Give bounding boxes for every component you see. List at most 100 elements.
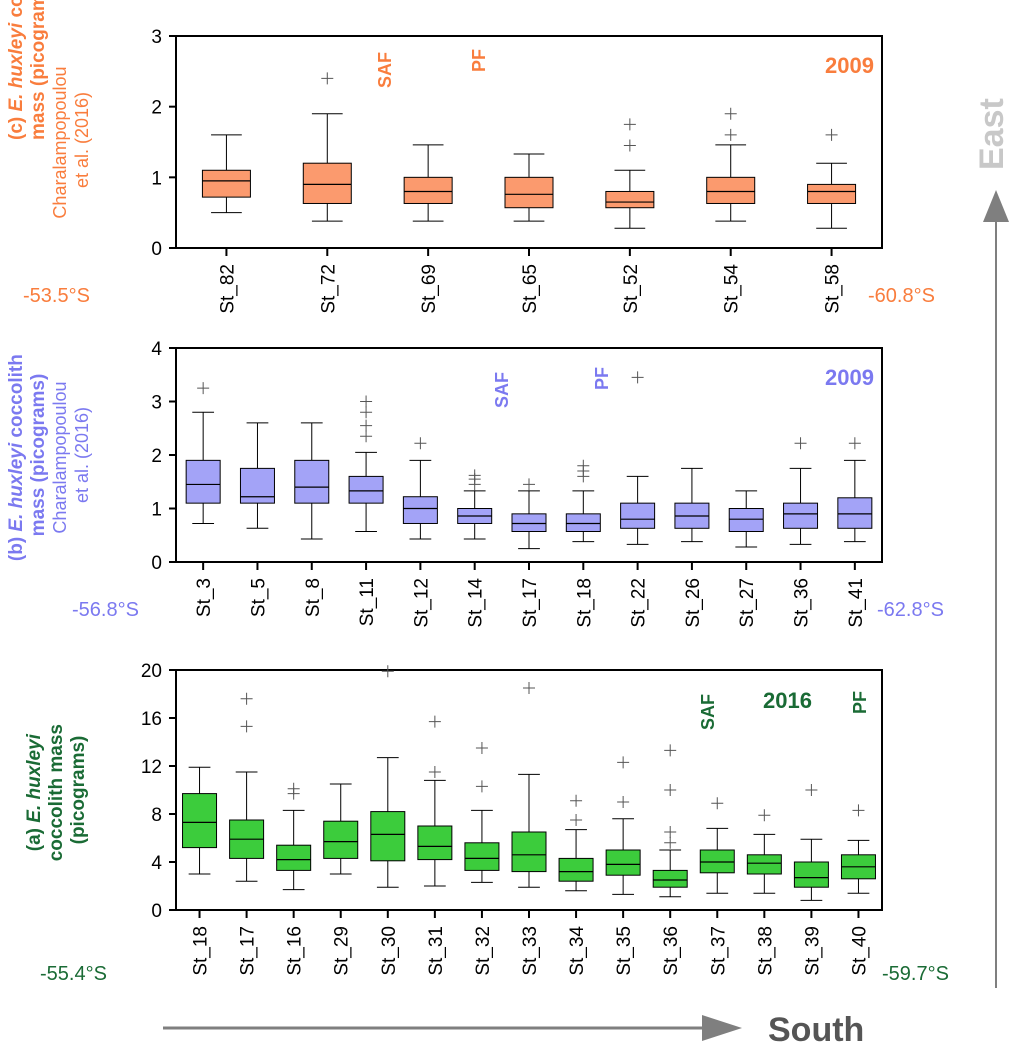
outlier-point: [623, 139, 636, 152]
station-label: St_29: [332, 926, 353, 976]
station-label: St_36: [792, 578, 813, 628]
outlier-point: [631, 371, 644, 384]
box: [793, 861, 829, 888]
panel-c-ytick-label: 3: [151, 27, 162, 48]
outlier-point: [724, 107, 737, 120]
outlier-point: [360, 406, 373, 419]
panel-a-front-pf: PF: [850, 691, 870, 714]
station-label: St_18: [574, 578, 595, 628]
station-label: St_82: [217, 264, 238, 314]
panel-c-ytick-label: 2: [151, 98, 162, 119]
panel-c-plot: 0 1 2 3 St_82 St_72 St_69 St_65 St_52 St_54 St_58: [151, 27, 883, 314]
station-label: St_40: [849, 926, 870, 976]
box: [323, 820, 359, 859]
panel-c-ylabel-sub: Charalampopoulou et al. (2016): [50, 61, 92, 218]
panel-c-front-saf: SAF: [375, 52, 395, 88]
outlier-point: [852, 804, 865, 817]
panel-b-ylabel-line2: mass (picograms): [28, 374, 49, 537]
station-label: St_69: [419, 264, 440, 314]
outlier-point: [577, 459, 590, 472]
station-label: St_22: [629, 578, 650, 628]
station-label: St_5: [248, 578, 269, 617]
panel-a: (a) E. huxleyi coccolith mass (picograms…: [24, 661, 949, 985]
station-label: St_3: [194, 578, 215, 617]
station-label: St_8: [303, 578, 324, 617]
panel-b-ylabel-sub-line1: Charalampopoulou: [50, 381, 70, 533]
panel-c-ylabel-sub-line2: et al. (2016): [72, 92, 92, 188]
box: [565, 513, 601, 533]
outlier-point: [321, 72, 334, 85]
panel-a-plot: 0 4 8 12 16 20 St_18 St_17 St_16 St_29 St_30 St_31 S…: [141, 661, 883, 976]
outlier-point: [664, 784, 677, 796]
box: [239, 467, 275, 504]
panel-a-ytick-label: 12: [141, 757, 162, 778]
box: [605, 190, 655, 209]
panel-c-year-label: 2009: [825, 53, 874, 78]
box: [201, 169, 251, 198]
station-label: St_41: [846, 578, 867, 628]
panel-b-ytick-label: 0: [151, 553, 162, 574]
station-label: St_65: [520, 264, 541, 314]
outlier-point: [240, 692, 253, 705]
box: [746, 854, 782, 875]
outlier-point: [240, 720, 253, 733]
box: [403, 176, 453, 204]
box: [783, 502, 819, 529]
outlier-point: [360, 395, 373, 408]
outlier-point: [664, 826, 677, 838]
panel-c-ylabel-line1: (c) E. huxleyi coccolith: [6, 0, 27, 140]
station-label: St_35: [614, 926, 635, 976]
station-label: St_17: [238, 926, 259, 976]
panel-c-ytick-label: 1: [151, 168, 162, 189]
outlier-point: [711, 797, 724, 810]
box: [348, 475, 384, 504]
outlier-point: [475, 780, 488, 793]
panel-a-ylabel-line3: (picograms): [68, 736, 89, 845]
panel-a-ytick-label: 16: [141, 709, 162, 730]
panel-b-ylabel-sub: Charalampopoulou et al. (2016): [50, 376, 92, 533]
panel-b-plot: 0 1 2 3 4 St_3 St_5 St_8 St_11 St_12 St_14 St_17 St_…: [151, 339, 883, 628]
outlier-point: [197, 382, 210, 395]
outlier-point: [623, 118, 636, 131]
outlier-point: [617, 756, 630, 769]
panel-b-ylabel-main: (b) E. huxleyi coccolith mass (picograms…: [6, 349, 49, 561]
box: [706, 176, 756, 204]
outlier-point: [848, 437, 861, 450]
panel-a-ytick-label: 4: [151, 853, 162, 874]
box: [276, 844, 312, 871]
panel-b-ylabel-sub-line2: et al. (2016): [72, 407, 92, 503]
station-label: St_52: [621, 264, 642, 314]
panel-b-front-pf: PF: [592, 367, 612, 390]
box: [417, 825, 453, 861]
panel-a-ylabel: (a) E. huxleyi coccolith mass (picograms…: [24, 724, 89, 861]
south-arrow-head: [702, 1015, 742, 1041]
outlier-point: [381, 665, 394, 678]
outlier-point: [664, 836, 677, 849]
outlier-point: [428, 766, 441, 778]
station-label: St_27: [737, 578, 758, 628]
panel-a-lat-right: -59.7°S: [882, 963, 949, 985]
box: [464, 842, 500, 871]
outlier-point: [360, 419, 373, 432]
station-label: St_32: [473, 926, 494, 976]
panel-b-year-label: 2009: [825, 365, 874, 390]
station-label: St_30: [379, 926, 400, 976]
south-label: South: [768, 1011, 864, 1049]
outlier-point: [468, 469, 481, 482]
panel-c-lat-left: -53.5°S: [23, 285, 90, 307]
outlier-point: [523, 478, 535, 491]
station-label: St_14: [466, 578, 487, 628]
box: [370, 811, 406, 862]
box: [728, 508, 764, 533]
station-label: St_16: [285, 926, 306, 976]
outlier-point: [758, 809, 771, 822]
outlier-point: [617, 796, 630, 808]
outlier-point: [825, 128, 838, 141]
panel-c-ylabel-prefix: (c) E. huxleyi coccolith mass (picograms…: [6, 0, 49, 140]
panel-a-front-saf: SAF: [698, 694, 718, 730]
station-label: St_37: [708, 926, 729, 976]
panel-a-ylabel-line1: (a) E. huxleyi: [24, 733, 45, 851]
box: [652, 869, 688, 888]
panel-c-ylabel-sub-line1: Charalampopoulou: [50, 66, 70, 218]
